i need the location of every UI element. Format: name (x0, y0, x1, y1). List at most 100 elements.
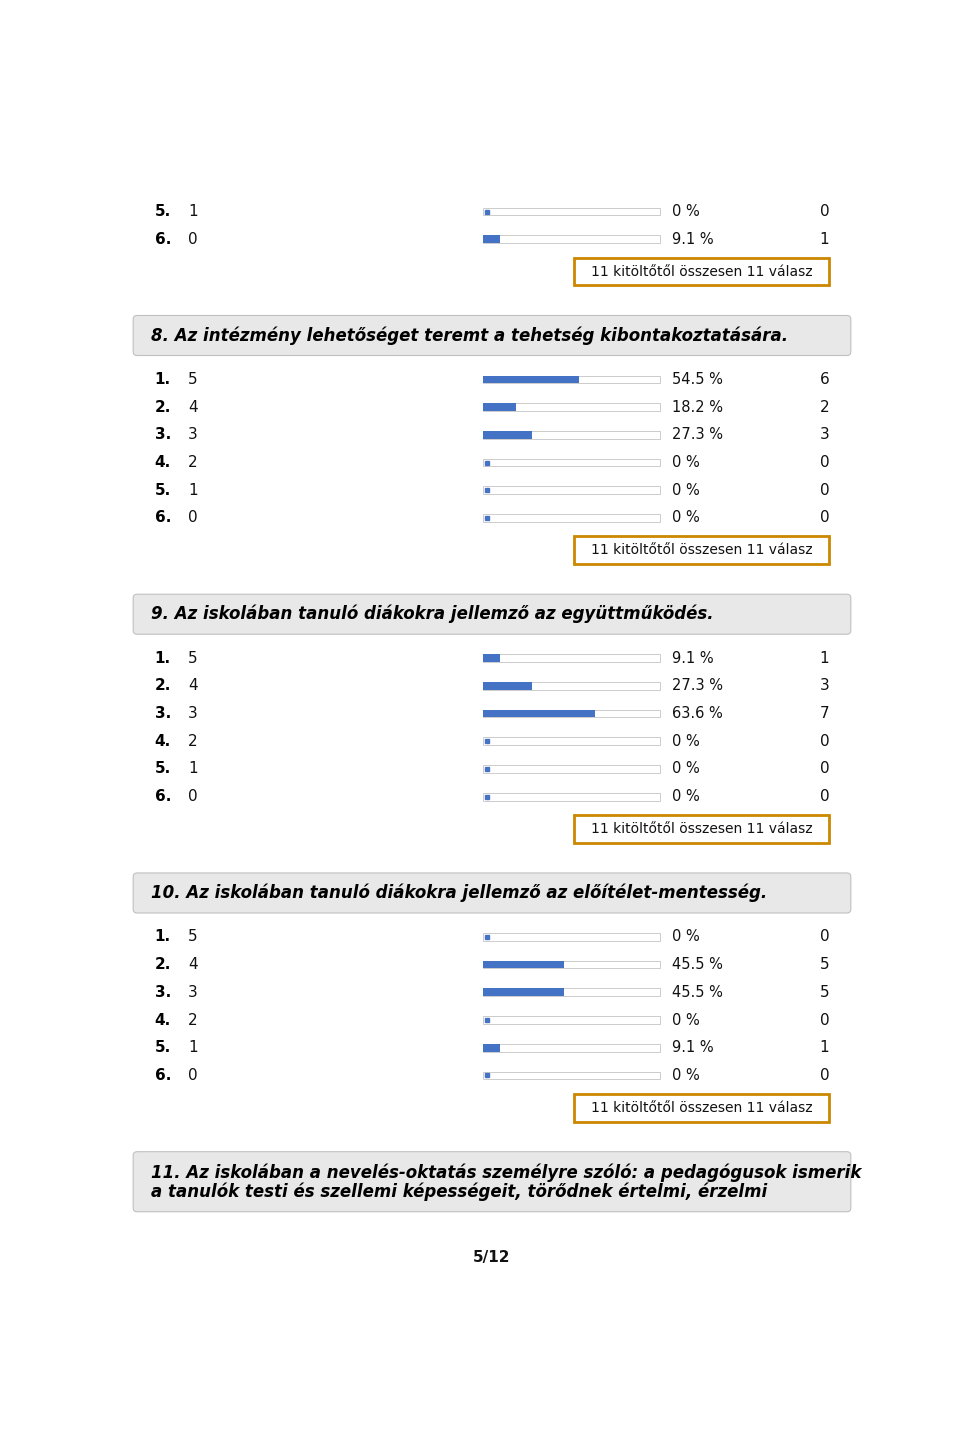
Text: 5.: 5. (155, 483, 171, 497)
Text: 5: 5 (188, 929, 198, 945)
Bar (484, 765, 660, 773)
Text: 9.1 %: 9.1 % (672, 650, 714, 666)
FancyBboxPatch shape (574, 257, 829, 286)
Text: 0: 0 (820, 204, 829, 219)
Bar (484, 486, 660, 494)
Text: 0 %: 0 % (672, 204, 700, 219)
Text: 3: 3 (820, 427, 829, 443)
Bar (484, 682, 532, 690)
Text: 0: 0 (820, 733, 829, 749)
Bar (484, 933, 660, 940)
Text: 18.2 %: 18.2 % (672, 400, 723, 414)
FancyBboxPatch shape (574, 1095, 829, 1122)
Text: 7: 7 (820, 706, 829, 722)
FancyBboxPatch shape (574, 536, 829, 564)
Text: 3.: 3. (155, 706, 171, 722)
Bar (484, 403, 516, 412)
Bar (484, 793, 660, 800)
Text: 5: 5 (188, 650, 198, 666)
Bar (484, 1072, 660, 1079)
Text: 6.: 6. (155, 510, 171, 526)
Text: 2: 2 (188, 454, 198, 470)
Text: 9.1 %: 9.1 % (672, 231, 714, 247)
Text: 3.: 3. (155, 427, 171, 443)
Text: 3: 3 (188, 985, 198, 1000)
Text: 54.5 %: 54.5 % (672, 372, 723, 387)
Bar (484, 207, 660, 216)
FancyBboxPatch shape (133, 1152, 851, 1212)
Text: 9. Az iskolában tanuló diákokra jellemző az együttműködés.: 9. Az iskolában tanuló diákokra jellemző… (151, 604, 713, 623)
Bar (484, 236, 660, 243)
Text: 5.: 5. (155, 204, 171, 219)
Text: 0 %: 0 % (672, 929, 700, 945)
Text: 11 kitöltőtől összesen 11 válasz: 11 kitöltőtől összesen 11 válasz (590, 1100, 812, 1115)
Bar (484, 376, 660, 383)
Text: 1: 1 (820, 231, 829, 247)
FancyBboxPatch shape (574, 815, 829, 843)
Text: 0: 0 (820, 762, 829, 776)
Text: 2.: 2. (155, 679, 171, 693)
Text: 6: 6 (820, 372, 829, 387)
Text: 0 %: 0 % (672, 1013, 700, 1027)
Bar (484, 960, 660, 969)
Bar (484, 989, 564, 996)
Text: 11. Az iskolában a nevelés-oktatás személyre szóló: a pedagógusok ismerik: 11. Az iskolában a nevelés-oktatás szemé… (151, 1163, 861, 1182)
FancyBboxPatch shape (133, 594, 851, 634)
Text: 4.: 4. (155, 454, 171, 470)
Text: 3.: 3. (155, 985, 171, 1000)
Text: 0: 0 (820, 510, 829, 526)
Text: 0 %: 0 % (672, 483, 700, 497)
Text: 4.: 4. (155, 733, 171, 749)
Text: 1.: 1. (155, 650, 171, 666)
Text: 5.: 5. (155, 1040, 171, 1055)
Text: 0 %: 0 % (672, 762, 700, 776)
Text: 0 %: 0 % (672, 454, 700, 470)
Bar (484, 654, 660, 662)
Text: 0 %: 0 % (672, 510, 700, 526)
Text: a tanulók testi és szellemi képességeit, törődnek értelmi, érzelmi: a tanulók testi és szellemi képességeit,… (151, 1183, 767, 1202)
Text: 4: 4 (188, 957, 198, 972)
Text: 9.1 %: 9.1 % (672, 1040, 714, 1055)
Text: 1: 1 (188, 762, 198, 776)
Text: 5/12: 5/12 (473, 1250, 511, 1266)
Text: 2: 2 (188, 1013, 198, 1027)
Bar (484, 1045, 499, 1052)
Text: 11 kitöltőtől összesen 11 válasz: 11 kitöltőtől összesen 11 válasz (590, 822, 812, 836)
Text: 0: 0 (188, 789, 198, 805)
Bar (484, 710, 595, 717)
Text: 2: 2 (820, 400, 829, 414)
Text: 6.: 6. (155, 789, 171, 805)
Text: 2.: 2. (155, 957, 171, 972)
Text: 5: 5 (820, 985, 829, 1000)
Bar (484, 1045, 660, 1052)
Text: 10. Az iskolában tanuló diákokra jellemző az előítélet-mentesség.: 10. Az iskolában tanuló diákokra jellemz… (151, 883, 767, 902)
Text: 6.: 6. (155, 231, 171, 247)
Text: 27.3 %: 27.3 % (672, 679, 723, 693)
Text: 4: 4 (188, 400, 198, 414)
Bar (484, 514, 660, 522)
Text: 45.5 %: 45.5 % (672, 957, 723, 972)
Text: 0: 0 (820, 929, 829, 945)
Bar (484, 682, 660, 690)
Text: 3: 3 (188, 427, 198, 443)
Text: 0: 0 (188, 1067, 198, 1083)
Bar (484, 459, 660, 466)
Text: 0 %: 0 % (672, 1067, 700, 1083)
FancyBboxPatch shape (133, 316, 851, 356)
Text: 0: 0 (188, 510, 198, 526)
Text: 2.: 2. (155, 400, 171, 414)
Bar (484, 1016, 660, 1023)
Text: 0: 0 (820, 1067, 829, 1083)
Bar (484, 737, 660, 745)
Text: 1.: 1. (155, 929, 171, 945)
FancyBboxPatch shape (133, 873, 851, 913)
Text: 3: 3 (188, 706, 198, 722)
Bar (484, 654, 499, 662)
Text: 1: 1 (188, 1040, 198, 1055)
Text: 5: 5 (820, 957, 829, 972)
Text: 0: 0 (820, 454, 829, 470)
Text: 0: 0 (820, 1013, 829, 1027)
Text: 5: 5 (188, 372, 198, 387)
Text: 1: 1 (188, 204, 198, 219)
Text: 27.3 %: 27.3 % (672, 427, 723, 443)
